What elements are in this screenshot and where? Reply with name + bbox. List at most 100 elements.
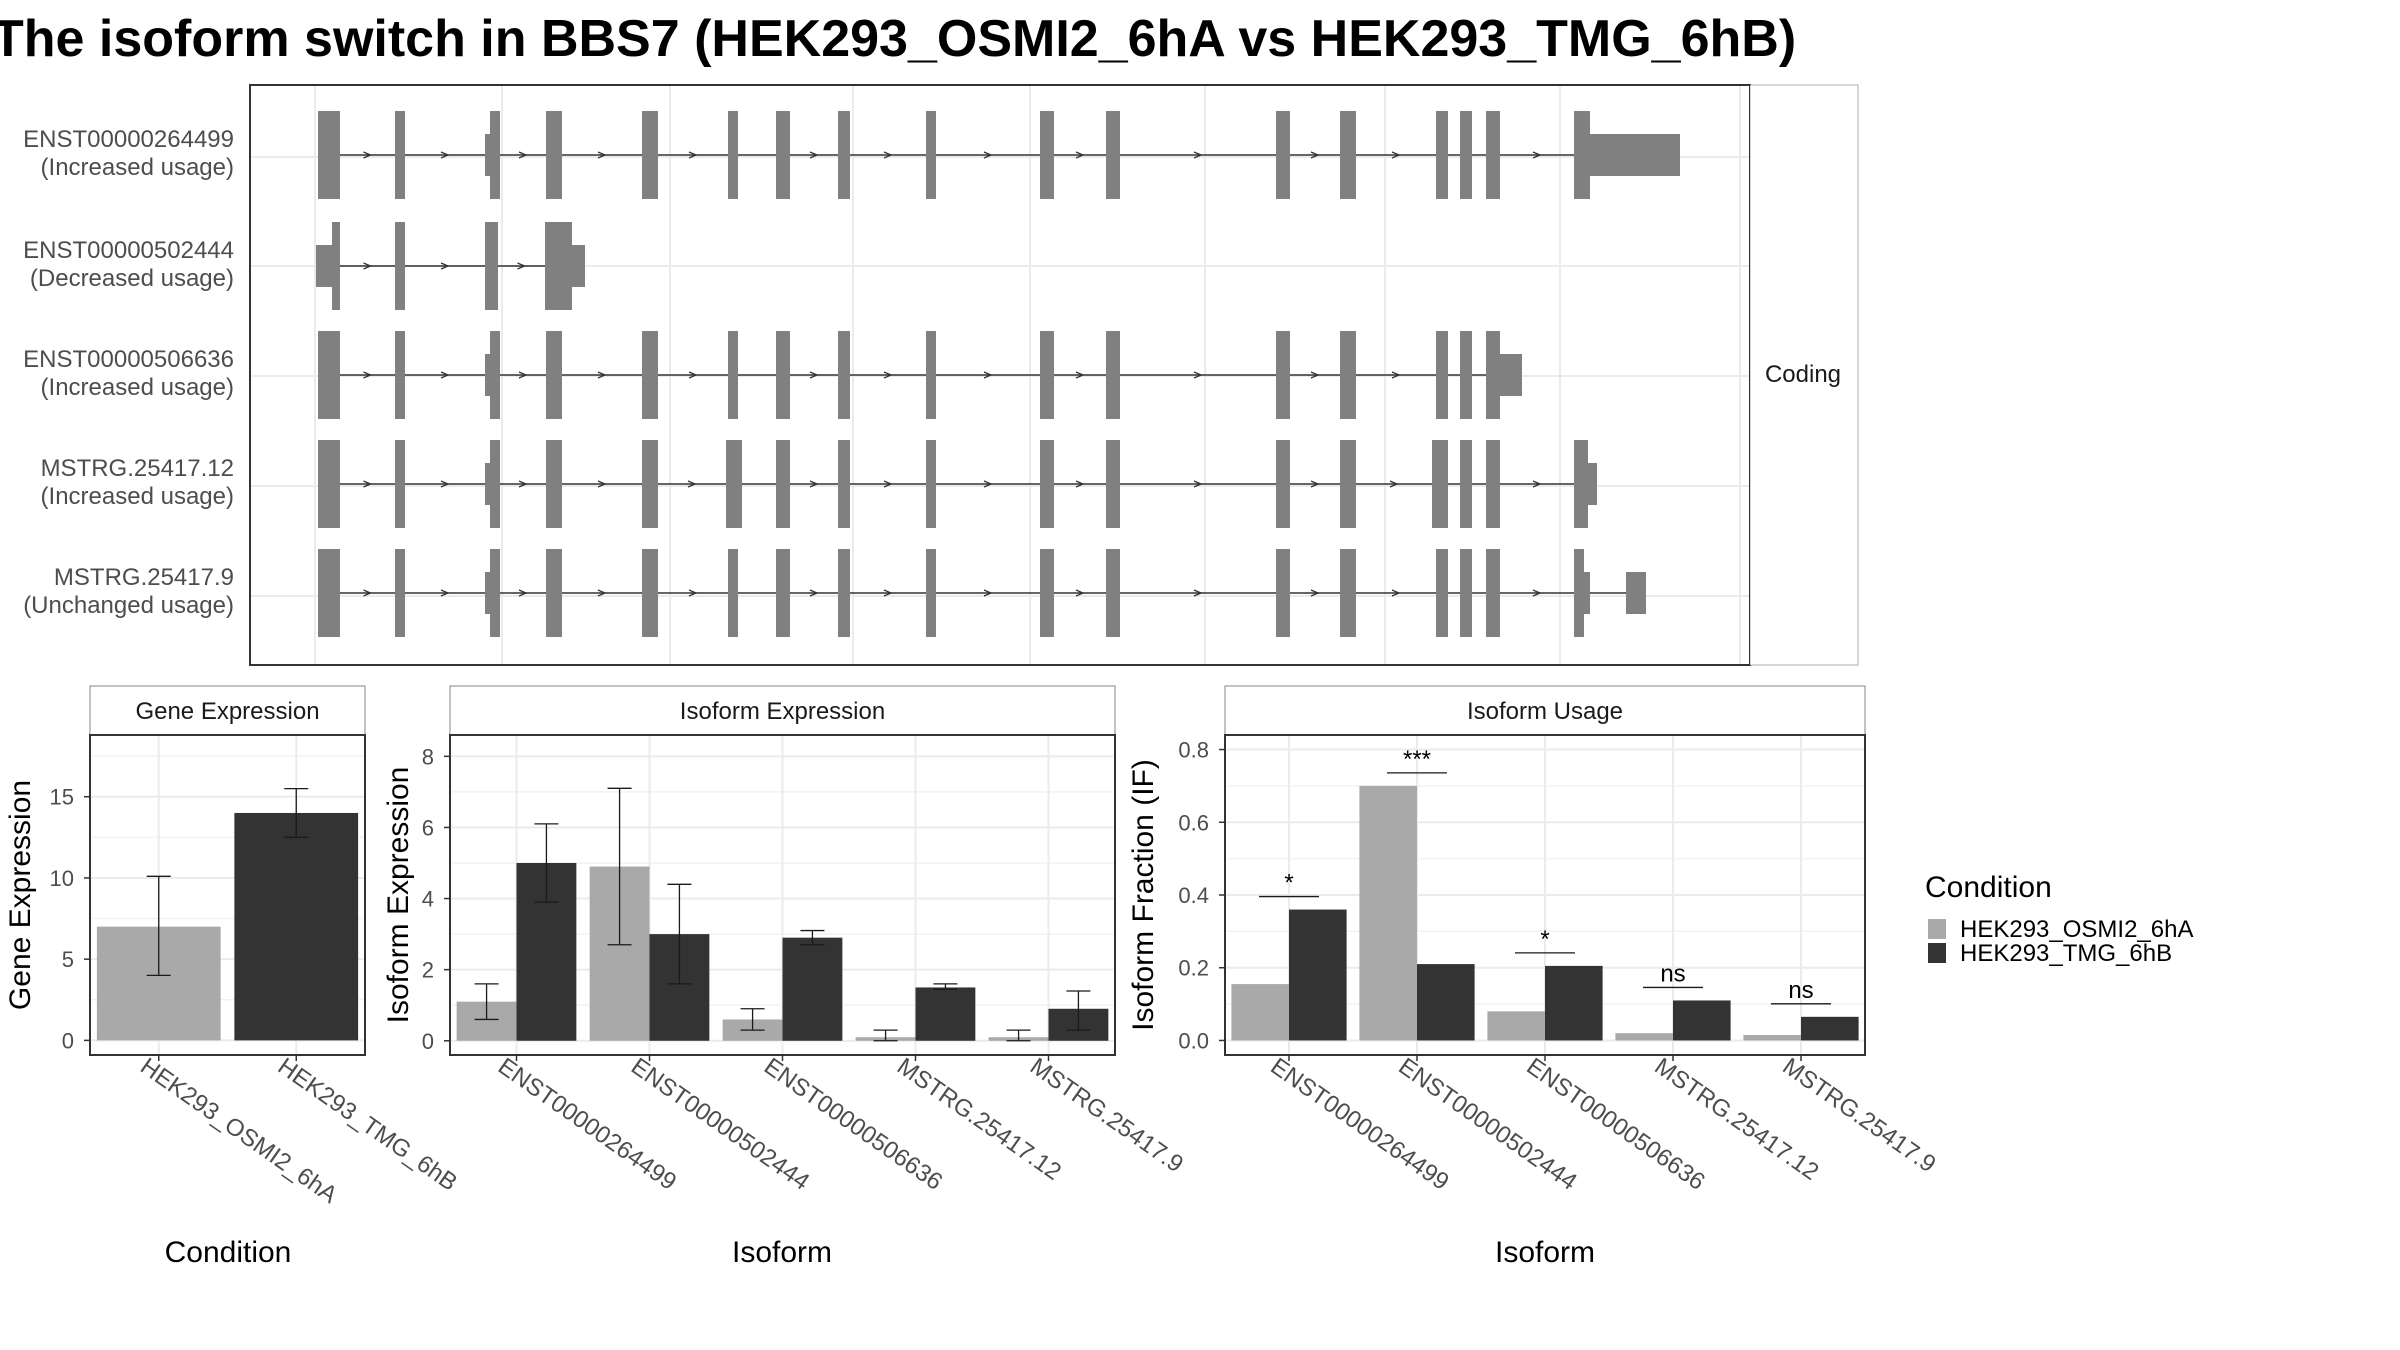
y-axis-title: Isoform Fraction (IF) [1127,759,1160,1031]
direction-arrow [440,151,450,159]
bar-cond-b [782,937,843,1041]
direction-arrow [518,589,528,597]
exon-block [485,134,491,176]
isoform-expression-panel: Isoform Expression02468ENST00000264499EN… [382,685,1188,1269]
direction-arrow [688,589,698,597]
exon-block [546,111,562,199]
exon-block [1486,111,1500,199]
exon-block [1040,111,1054,199]
direction-arrow [1389,480,1399,488]
direction-arrow [440,480,450,488]
direction-arrow [1193,589,1203,597]
exon-block [485,354,491,396]
exon-block [926,111,936,199]
exon-block [776,111,790,199]
exon-block [642,549,658,637]
exon-block [316,245,332,287]
direction-arrow [983,151,993,159]
y-tick-label: 15 [50,785,74,810]
figure-title: The isoform switch in BBS7 (HEK293_OSMI2… [0,10,1796,68]
bar-cond-a [1359,785,1417,1041]
direction-arrow [883,480,893,488]
exon-block [1436,331,1448,419]
exon-block [1106,440,1120,528]
bar-cond-b [1673,1000,1731,1041]
direction-arrow [597,480,607,488]
y-tick-label: 0.4 [1178,883,1209,908]
exon-block [395,549,405,637]
y-tick-label: 5 [62,947,74,972]
exon-block [318,331,340,419]
legend-label-cond-a: HEK293_OSMI2_6hA [1960,916,2193,943]
exon-block [1106,331,1120,419]
exon-block [1486,331,1500,419]
exon-block [1340,549,1356,637]
exon-block [926,440,936,528]
direction-arrow [983,371,993,379]
exon-block [726,440,742,528]
direction-arrow [440,589,450,597]
panel-strip-title: Gene Expression [135,698,319,725]
direction-arrow [883,371,893,379]
bar-cond-b [234,812,359,1041]
exon-block [1276,440,1290,528]
y-axis-title: Isoform Expression [382,767,415,1024]
y-tick-label: 4 [422,887,434,912]
direction-arrow [983,589,993,597]
bar-cond-b [1289,909,1347,1041]
y-tick-label: 2 [422,958,434,983]
bar-cond-a [1743,1035,1801,1041]
direction-arrow [1075,371,1085,379]
direction-arrow [518,371,528,379]
direction-arrow [1193,371,1203,379]
bar-cond-b [1417,964,1475,1041]
exon-block [838,111,850,199]
direction-arrow [597,151,607,159]
y-tick-label: 0.6 [1178,810,1209,835]
exon-block [485,572,491,614]
exon-block [1276,111,1290,199]
isoform-usage-panel: Isoform Usage*****nsns0.00.20.40.60.8ENS… [1127,685,1941,1269]
transcript-id-label: ENST00000264499 [23,126,234,153]
significance-label: *** [1403,746,1431,773]
significance-label: * [1540,926,1549,953]
exon-block [485,222,498,310]
exon-block [776,549,790,637]
direction-arrow [597,589,607,597]
y-tick-label: 0.2 [1178,956,1209,981]
exon-block [318,549,340,637]
exon-block [728,331,738,419]
direction-arrow [518,151,528,159]
exon-block [1460,440,1472,528]
transcript-structure-panel: Coding ENST00000264499(Increased usage)E… [23,84,1859,666]
direction-arrow [688,371,698,379]
exon-block [642,111,658,199]
exon-block [490,440,500,528]
direction-arrow [363,480,373,488]
exon-block [642,331,658,419]
transcript-tracks [316,111,1680,637]
direction-arrow [809,371,819,379]
direction-arrow [809,151,819,159]
coding-strip-label: Coding [1765,361,1841,388]
transcript-labels: ENST00000264499(Increased usage)ENST0000… [23,126,234,619]
plot-border [89,734,366,1056]
direction-arrow [883,151,893,159]
direction-arrow [1391,371,1401,379]
x-axis-title: Isoform [1495,1236,1595,1269]
exon-block [1486,440,1500,528]
exon-block [1340,331,1356,419]
exon-block [728,549,738,637]
exon-block [395,440,405,528]
exon-block [728,111,738,199]
exon-block [1436,111,1448,199]
bar-cond-a [1487,1011,1545,1041]
direction-arrow [1310,589,1320,597]
direction-arrow [517,262,527,270]
exon-block [1574,440,1588,528]
transcript-id-label: MSTRG.25417.12 [41,455,234,482]
exon-block [838,549,850,637]
y-tick-label: 0 [62,1028,74,1053]
y-tick-label: 0 [422,1029,434,1054]
legend-title: Condition [1925,871,2052,904]
